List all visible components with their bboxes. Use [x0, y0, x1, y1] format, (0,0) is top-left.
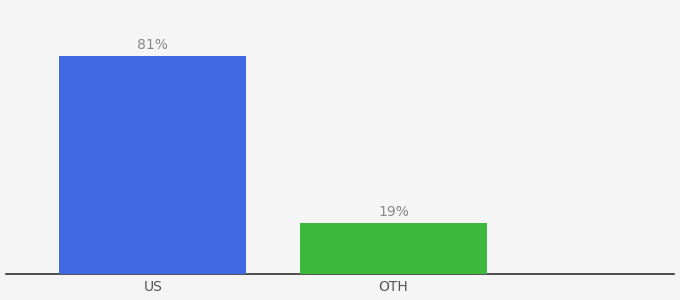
- Text: 81%: 81%: [137, 38, 168, 52]
- Text: 19%: 19%: [378, 205, 409, 219]
- Bar: [300, 223, 487, 274]
- Bar: [59, 56, 246, 274]
